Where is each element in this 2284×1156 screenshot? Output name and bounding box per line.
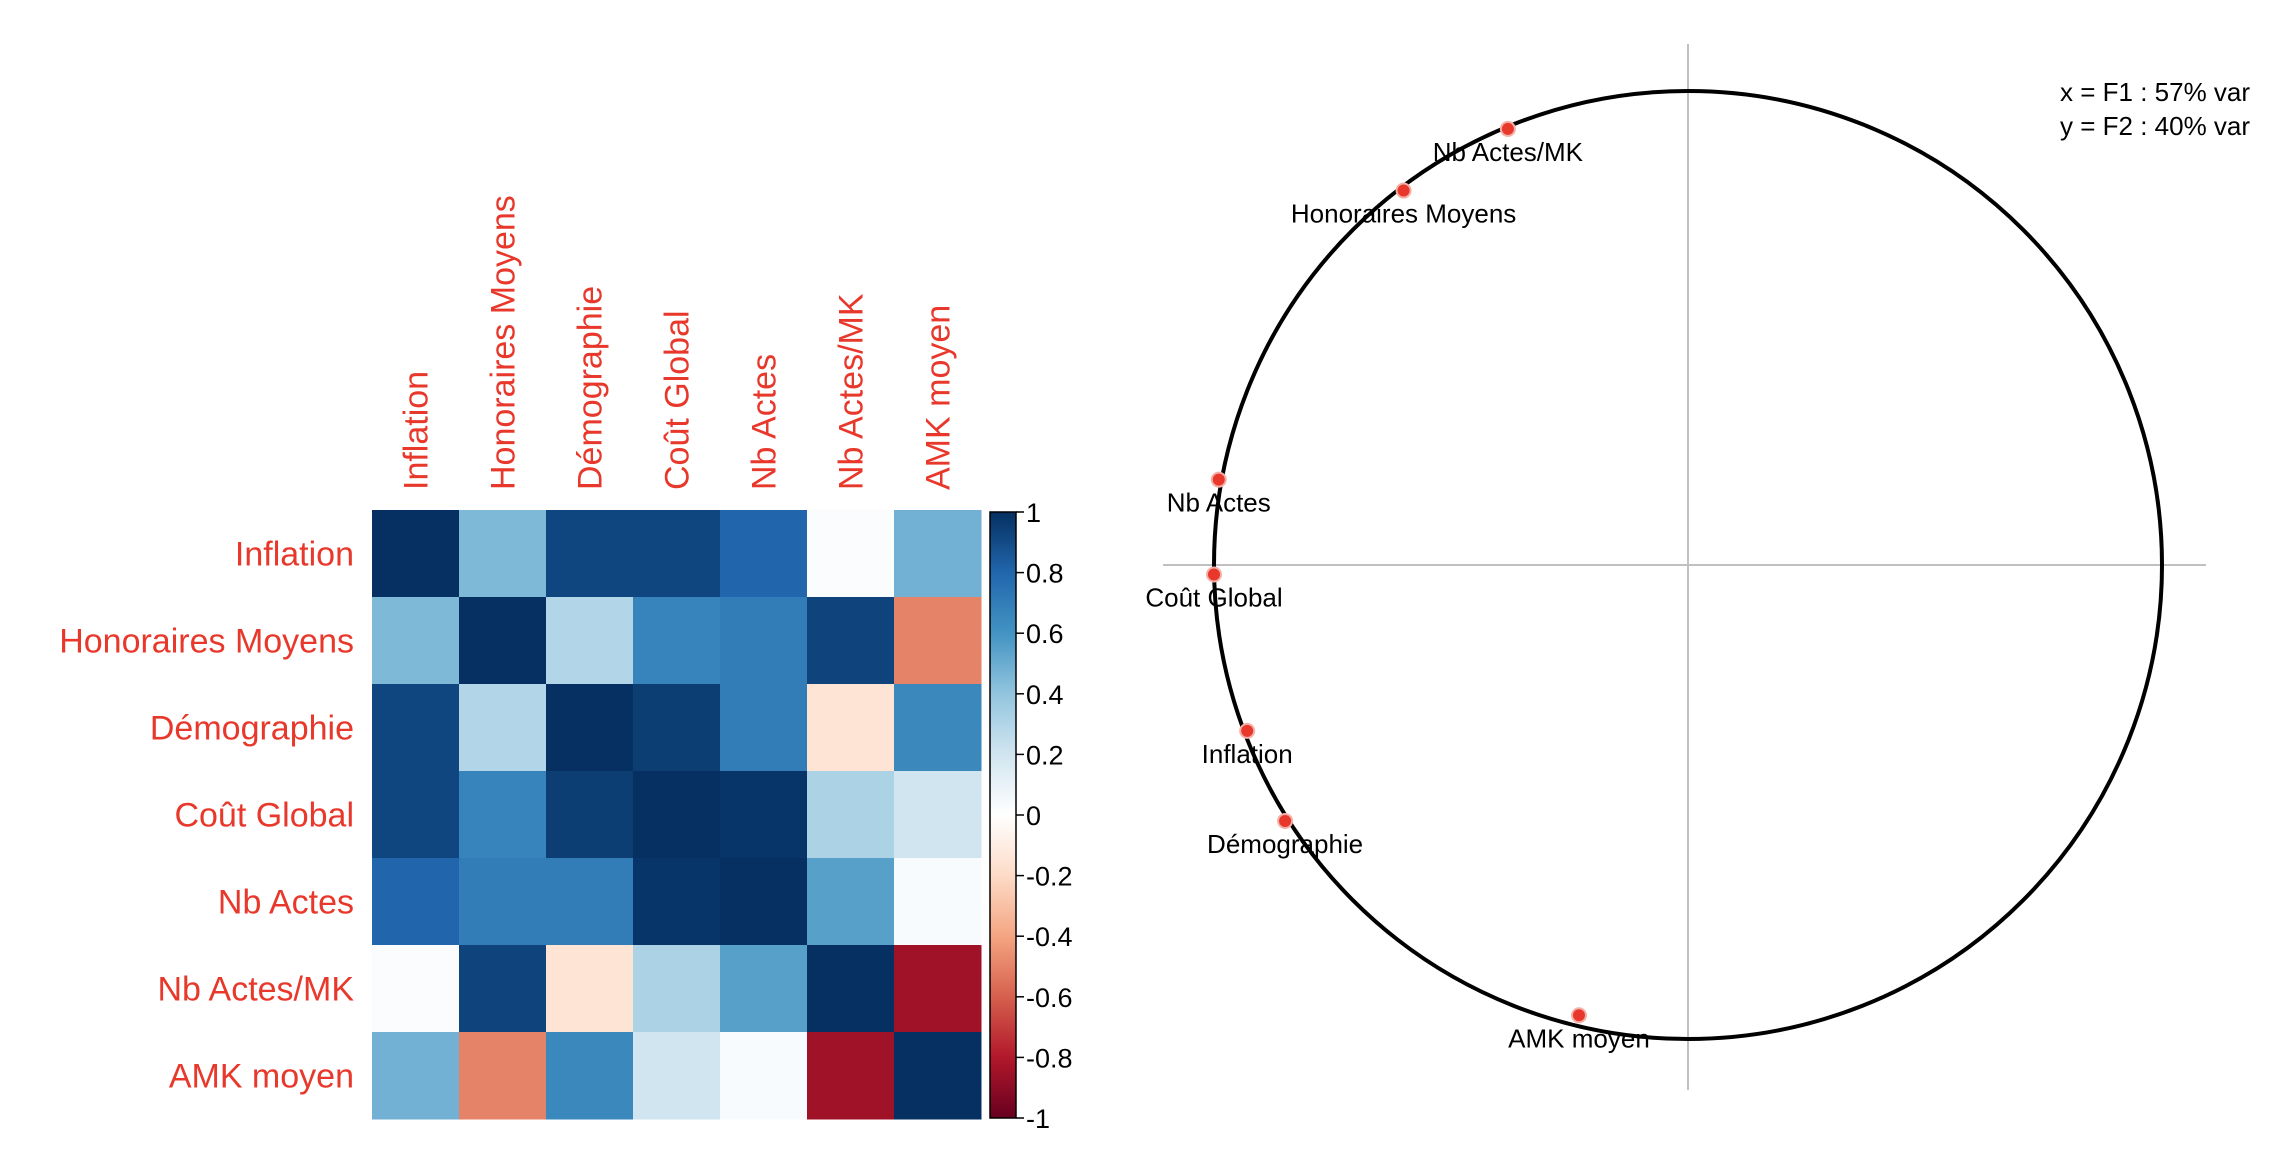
heatmap-cell: Coût Global / Nb Actes/MK	[807, 771, 895, 859]
colorbar-tick-label: 0.4	[1026, 680, 1064, 710]
point-demographie	[1277, 812, 1294, 829]
heatmap-cell: AMK moyen / Nb Actes	[720, 1032, 808, 1120]
heatmap-cell: Nb Actes/MK / Démographie	[546, 945, 634, 1033]
heatmap-cell: Inflation / Nb Actes/MK	[807, 510, 895, 598]
colorbar-tick-label: 0.8	[1026, 559, 1064, 589]
heatmap-cell: Nb Actes / Démographie	[546, 858, 634, 946]
heatmap-cell: Nb Actes/MK / Coût Global	[633, 945, 721, 1033]
heatmap-cell: Démographie / Nb Actes/MK	[807, 684, 895, 772]
heatmap-cell: Honoraires Moyens / Inflation	[372, 597, 460, 685]
correlation-heatmap: Inflation / InflationInflation / Honorai…	[59, 195, 982, 1120]
heatmap-cell: Nb Actes / AMK moyen	[894, 858, 982, 946]
heatmap-cell: Honoraires Moyens / Coût Global	[633, 597, 721, 685]
column-label-cout-global: Coût Global	[659, 310, 697, 490]
heatmap-cell: Inflation / Coût Global	[633, 510, 721, 598]
heatmap-cell: Nb Actes/MK / AMK moyen	[894, 945, 982, 1033]
point-amk-moyen	[1570, 1007, 1587, 1024]
colorbar-tick-label: -0.6	[1026, 983, 1073, 1013]
heatmap-cell: Honoraires Moyens / Honoraires Moyens	[459, 597, 547, 685]
heatmap-cell: AMK moyen / Démographie	[546, 1032, 634, 1120]
heatmap-cell: Nb Actes / Honoraires Moyens	[459, 858, 547, 946]
point-nb-actes-mk	[1499, 120, 1516, 137]
variance-annotation: y = F2 : 40% var	[2060, 111, 2250, 141]
heatmap-cell: Nb Actes / Nb Actes	[720, 858, 808, 946]
colorbar-tick-label: -0.8	[1026, 1043, 1073, 1073]
point-cout-global	[1206, 566, 1222, 583]
point-label-amk-moyen: AMK moyen	[1508, 1023, 1650, 1053]
colorbar: 1 0.8 0.6 0.4 0.2 0 -0.2 -0.4 -0.6 -0.8 -1	[989, 498, 1073, 1134]
point-nb-actes	[1210, 471, 1227, 488]
colorbar-tick-label: -0.2	[1026, 862, 1073, 892]
heatmap-cell: Démographie / Inflation	[372, 684, 460, 772]
heatmap-cell: AMK moyen / Honoraires Moyens	[459, 1032, 547, 1120]
point-label-nb-actes: Nb Actes	[1167, 488, 1271, 518]
point-label-honoraires-moyens: Honoraires Moyens	[1291, 199, 1516, 229]
colorbar-gradient	[989, 511, 1017, 1119]
row-label-inflation: Inflation	[235, 536, 354, 574]
point-label-nb-actes-mk: Nb Actes/MK	[1433, 137, 1584, 167]
heatmap-cell: AMK moyen / Nb Actes/MK	[807, 1032, 895, 1120]
heatmap-cell: AMK moyen / Inflation	[372, 1032, 460, 1120]
heatmap-cell: Nb Actes/MK / Inflation	[372, 945, 460, 1033]
heatmap-cell: Coût Global / Démographie	[546, 771, 634, 859]
row-label-cout-global: Coût Global	[174, 797, 354, 835]
colorbar-tick-label: 1	[1026, 498, 1041, 528]
colorbar-tick-label: -0.4	[1026, 922, 1073, 952]
row-label-nb-actes-mk: Nb Actes/MK	[157, 971, 354, 1009]
variance-annotation: x = F1 : 57% var	[2060, 77, 2250, 107]
column-label-nb-actes-mk: Nb Actes/MK	[833, 293, 871, 490]
colorbar-tick-label: 0.6	[1026, 619, 1064, 649]
heatmap-cell: Démographie / Nb Actes	[720, 684, 808, 772]
column-label-demographie: Démographie	[572, 286, 610, 490]
colorbar-tick-label: 0.2	[1026, 740, 1064, 770]
heatmap-cell: Démographie / Honoraires Moyens	[459, 684, 547, 772]
heatmap-cell: Inflation / Inflation	[372, 510, 460, 598]
column-label-inflation: Inflation	[398, 371, 436, 490]
heatmap-cell: Nb Actes/MK / Nb Actes	[720, 945, 808, 1033]
heatmap-cell: Inflation / AMK moyen	[894, 510, 982, 598]
heatmap-cell: Nb Actes / Nb Actes/MK	[807, 858, 895, 946]
heatmap-cell: Nb Actes / Coût Global	[633, 858, 721, 946]
column-label-amk-moyen: AMK moyen	[920, 305, 958, 490]
point-inflation	[1239, 722, 1256, 739]
row-label-amk-moyen: AMK moyen	[169, 1058, 354, 1096]
heatmap-cell: Honoraires Moyens / AMK moyen	[894, 597, 982, 685]
heatmap-cell: Nb Actes/MK / Honoraires Moyens	[459, 945, 547, 1033]
point-label-inflation: Inflation	[1202, 739, 1293, 769]
heatmap-cell: Démographie / Démographie	[546, 684, 634, 772]
heatmap-cell: Coût Global / Nb Actes	[720, 771, 808, 859]
heatmap-cell: Honoraires Moyens / Démographie	[546, 597, 634, 685]
colorbar-tick-label: -1	[1026, 1104, 1050, 1134]
point-label-cout-global: Coût Global	[1145, 582, 1282, 612]
heatmap-cell: Inflation / Démographie	[546, 510, 634, 598]
point-honoraires-moyens	[1395, 182, 1412, 199]
heatmap-cell: Coût Global / AMK moyen	[894, 771, 982, 859]
column-label-honoraires-moyens: Honoraires Moyens	[485, 195, 523, 490]
heatmap-cell: Démographie / Coût Global	[633, 684, 721, 772]
correlation-circle-plot: Nb Actes/MK Honoraires Moyens Nb Actes Coût…	[1145, 44, 2250, 1090]
row-label-demographie: Démographie	[150, 710, 354, 748]
heatmap-cell: Nb Actes / Inflation	[372, 858, 460, 946]
heatmap-cell: Inflation / Honoraires Moyens	[459, 510, 547, 598]
row-label-honoraires-moyens: Honoraires Moyens	[59, 623, 354, 661]
column-label-nb-actes: Nb Actes	[746, 354, 784, 490]
unit-circle	[1212, 89, 2164, 1041]
heatmap-cell: Coût Global / Honoraires Moyens	[459, 771, 547, 859]
heatmap-cell: Nb Actes/MK / Nb Actes/MK	[807, 945, 895, 1033]
heatmap-cell: AMK moyen / AMK moyen	[894, 1032, 982, 1120]
heatmap-cell: AMK moyen / Coût Global	[633, 1032, 721, 1120]
heatmap-cell: Démographie / AMK moyen	[894, 684, 982, 772]
heatmap-cell: Coût Global / Inflation	[372, 771, 460, 859]
heatmap-cell: Coût Global / Coût Global	[633, 771, 721, 859]
heatmap-cell: Honoraires Moyens / Nb Actes	[720, 597, 808, 685]
heatmap-cell: Inflation / Nb Actes	[720, 510, 808, 598]
heatmap-cell: Honoraires Moyens / Nb Actes/MK	[807, 597, 895, 685]
point-label-demographie: Démographie	[1207, 829, 1363, 859]
colorbar-tick-label: 0	[1026, 801, 1041, 831]
row-label-nb-actes: Nb Actes	[218, 884, 354, 922]
